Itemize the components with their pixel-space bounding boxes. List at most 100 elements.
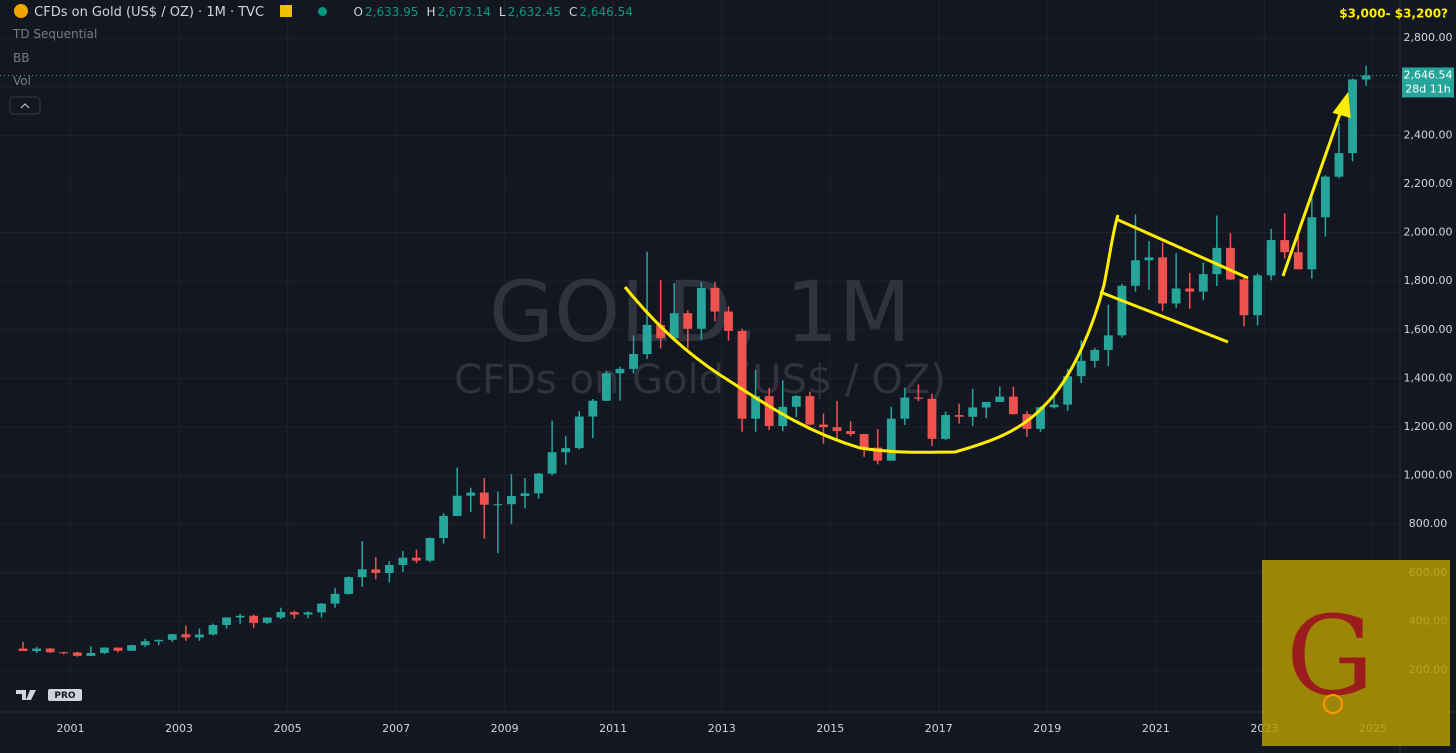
y-tick-label: 2,000.00 bbox=[1404, 226, 1453, 239]
candle-body bbox=[805, 396, 815, 425]
ohlc: O 2,633.95 H 2,673.14 L 2,632.45 C 2,646.54 bbox=[354, 5, 641, 19]
candle-body bbox=[601, 373, 611, 401]
x-tick-label: 2011 bbox=[599, 722, 627, 735]
candle-body bbox=[384, 564, 394, 574]
ohlc-value: 2,673.14 bbox=[437, 5, 491, 19]
candle-body bbox=[1361, 75, 1371, 80]
candle-body bbox=[683, 313, 693, 329]
x-tick-label: 2017 bbox=[925, 722, 953, 735]
y-tick-label: 1,200.00 bbox=[1404, 420, 1453, 433]
candle-body bbox=[113, 647, 123, 651]
candle-body bbox=[751, 396, 761, 419]
y-tick-label: 1,400.00 bbox=[1404, 371, 1453, 384]
collapse-icon[interactable] bbox=[20, 103, 30, 109]
logo-icon bbox=[1323, 694, 1343, 714]
candle-body bbox=[1320, 176, 1330, 218]
candle-body bbox=[1036, 407, 1045, 429]
arrow-shaft bbox=[1281, 107, 1344, 277]
logo-box bbox=[1262, 560, 1450, 746]
candle-body bbox=[615, 368, 625, 374]
candle-body bbox=[886, 418, 896, 461]
candle-body bbox=[32, 648, 42, 652]
indicator[interactable]: Vol bbox=[13, 74, 31, 88]
last-price-box bbox=[1402, 67, 1454, 98]
candle-body bbox=[764, 396, 774, 426]
ohlc-key: O bbox=[353, 5, 363, 19]
candle-body bbox=[1049, 404, 1059, 408]
header: CFDs on Gold (US$ / OZ) · 1M · TVC O 2,63… bbox=[14, 4, 643, 20]
annotation: $3,000- $3,200? bbox=[1339, 7, 1448, 21]
candle-body bbox=[1158, 257, 1168, 304]
indicator[interactable]: TD Sequential bbox=[13, 27, 98, 41]
candle-body bbox=[1307, 217, 1317, 270]
candle-body bbox=[1103, 335, 1113, 350]
ohlc-key: L bbox=[498, 5, 506, 19]
candle-body bbox=[222, 617, 231, 626]
candle-body bbox=[1117, 285, 1127, 336]
candle-body bbox=[669, 313, 679, 339]
candle-body bbox=[1226, 247, 1235, 280]
candle-body bbox=[1293, 252, 1303, 270]
arrow-head bbox=[1332, 92, 1351, 119]
candle-body bbox=[791, 396, 801, 407]
candle-body bbox=[140, 641, 150, 646]
candle-body bbox=[561, 448, 571, 453]
indicator[interactable]: BB bbox=[13, 51, 30, 65]
candle-body bbox=[832, 427, 842, 432]
candle-body bbox=[1185, 288, 1195, 292]
candle-body bbox=[167, 634, 177, 640]
candle-body bbox=[507, 495, 516, 505]
candle-body bbox=[330, 593, 340, 604]
candle-body bbox=[1076, 360, 1086, 377]
ohlc-value: 2,633.95 bbox=[365, 5, 419, 19]
candle-body bbox=[724, 311, 733, 331]
candle-body bbox=[262, 617, 272, 623]
pro-label: PRO bbox=[54, 691, 76, 701]
candle-body bbox=[656, 324, 666, 339]
flag[interactable] bbox=[280, 5, 293, 17]
x-tick-label: 2005 bbox=[274, 722, 302, 735]
candle-body bbox=[927, 398, 937, 439]
y-tick-label: 1,600.00 bbox=[1404, 323, 1453, 336]
watermark-subtitle: CFDs on Gold (US$ / OZ) bbox=[454, 357, 946, 403]
candle-body bbox=[696, 287, 706, 329]
y-tick-label: 2,200.00 bbox=[1404, 177, 1453, 190]
x-tick-label: 2003 bbox=[165, 722, 193, 735]
y-tick-label: 2,400.00 bbox=[1404, 128, 1453, 141]
x-tick-label: 2021 bbox=[1142, 722, 1170, 735]
y-tick-label: 2,800.00 bbox=[1404, 31, 1453, 44]
candle-body bbox=[981, 401, 991, 408]
grid bbox=[0, 0, 1400, 712]
candle-body bbox=[846, 431, 855, 435]
candle-body bbox=[86, 652, 96, 656]
candle-body bbox=[371, 569, 381, 574]
last-price-label: 2,646.54 bbox=[1404, 68, 1453, 81]
candle-body bbox=[208, 625, 218, 635]
candle-body bbox=[629, 354, 638, 369]
candle-body bbox=[710, 287, 720, 312]
channel-lower bbox=[1099, 290, 1229, 344]
candle-body bbox=[479, 492, 489, 505]
collapse-button[interactable] bbox=[9, 96, 41, 115]
candle-body bbox=[412, 557, 421, 561]
symbol[interactable]: CFDs on Gold (US$ / OZ) · 1M · TVC bbox=[34, 5, 265, 20]
ohlc-value: 2,646.54 bbox=[579, 5, 633, 19]
status-dot bbox=[318, 7, 328, 16]
ohlc-key: H bbox=[426, 5, 436, 19]
pro-badge bbox=[48, 689, 82, 701]
candle-body bbox=[317, 603, 326, 613]
candle-body bbox=[954, 415, 964, 417]
cup-curve bbox=[623, 214, 1120, 454]
candle-body bbox=[235, 615, 245, 618]
y-tick-label: 800.00 bbox=[1409, 517, 1448, 530]
candle-body bbox=[344, 577, 354, 594]
candle-body bbox=[1198, 274, 1208, 292]
candle-body bbox=[154, 639, 164, 642]
candle-body bbox=[534, 473, 543, 494]
symbol-icon bbox=[14, 4, 28, 18]
candle-body bbox=[425, 538, 435, 561]
candle-body bbox=[873, 447, 883, 461]
candle-body bbox=[18, 648, 28, 652]
